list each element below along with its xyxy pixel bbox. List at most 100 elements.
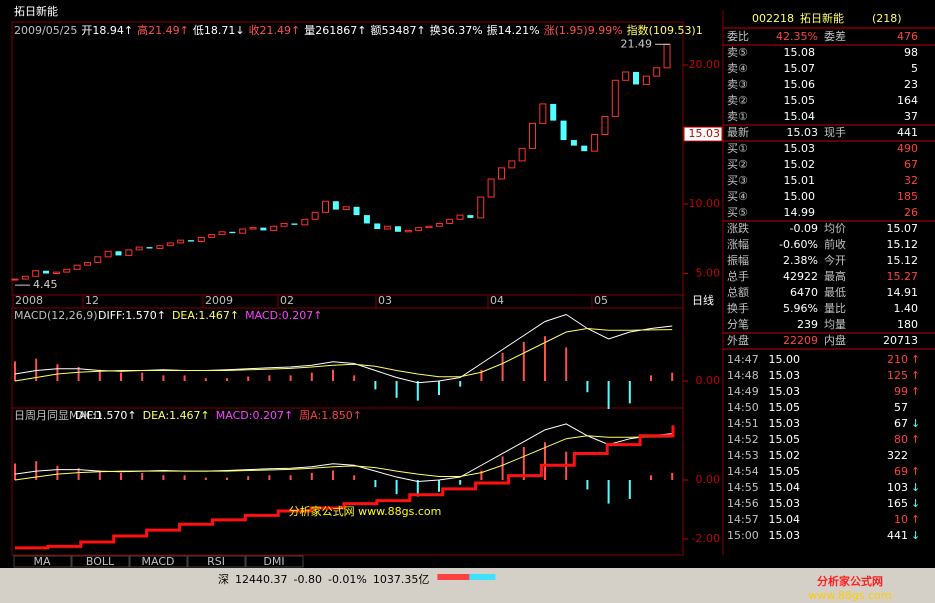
row-label: 委比 [727, 30, 749, 43]
row-value: 15.12 [887, 254, 919, 267]
tab[interactable] [71, 555, 130, 568]
panel-tick-label: 0.00 [696, 374, 721, 387]
candle [477, 196, 485, 219]
trade-arrow: ↑ [911, 353, 920, 366]
bid-price: 15.00 [784, 190, 816, 203]
candle [467, 215, 474, 218]
status-meter [469, 574, 496, 580]
candle [487, 178, 495, 198]
status-bar [0, 568, 935, 603]
macd-diff-line [14, 313, 673, 384]
bid-label: 买⑤ [727, 206, 748, 219]
ask-label: 卖⑤ [727, 46, 748, 59]
candle [43, 270, 50, 274]
trade-time: 14:52 [727, 433, 759, 446]
trade-price: 15.03 [769, 417, 801, 430]
candle [653, 67, 661, 77]
ask-label: 卖③ [727, 78, 748, 91]
info-item: 2009/05/25 [14, 24, 77, 37]
trade-time: 14:51 [727, 417, 759, 430]
candle [32, 270, 40, 277]
tab[interactable] [187, 555, 246, 568]
trade-time: 14:54 [727, 465, 759, 478]
tab[interactable] [129, 555, 188, 568]
candle [611, 79, 619, 117]
ask-label: 卖④ [727, 62, 748, 75]
candle [311, 211, 319, 220]
ask-volume: 23 [904, 78, 918, 91]
bid-price: 15.02 [784, 158, 816, 171]
candle [52, 271, 60, 274]
candle [570, 140, 577, 146]
info-item: 低18.71↓ [193, 24, 245, 37]
tab[interactable] [245, 555, 304, 568]
trade-price: 15.05 [769, 433, 801, 446]
row-label: 涨幅 [727, 238, 749, 251]
candle [197, 236, 205, 243]
tab-label: DMI [263, 555, 284, 568]
candle [508, 160, 516, 169]
trade-arrow: ↓ [911, 481, 920, 494]
info-item: 量261867↑ [304, 24, 366, 37]
row-label: 涨跌 [727, 221, 749, 235]
trade-arrow: ↑ [911, 433, 920, 446]
row-value: 42922 [783, 270, 818, 283]
date-label: 12 [85, 294, 99, 307]
ask-volume: 98 [904, 46, 918, 59]
candle [94, 256, 102, 263]
trade-volume: 99 [894, 385, 908, 398]
low-label: 4.45 [33, 278, 58, 291]
ask-volume: 5 [911, 62, 918, 75]
candle [384, 225, 392, 230]
row-label: 现手 [824, 125, 846, 139]
tab[interactable] [13, 555, 72, 568]
info-item: 收21.49↑ [249, 23, 301, 37]
trade-time: 15:00 [727, 529, 759, 542]
ask-price: 15.08 [784, 46, 816, 59]
bid-volume: 185 [897, 190, 918, 203]
trade-price: 15.04 [769, 513, 801, 526]
info-item: 高21.49↑ [137, 23, 189, 37]
candle [260, 227, 267, 231]
bid-label: 买③ [727, 174, 748, 187]
panel-header: 日周月同显MACD [14, 409, 102, 422]
row-label: 均价 [824, 222, 846, 235]
status-meter [437, 574, 470, 580]
trade-price: 15.03 [769, 385, 801, 398]
info-item: 换36.37% [430, 23, 483, 37]
ask-label: 卖① [727, 110, 748, 123]
ask-price: 15.06 [784, 78, 816, 91]
row-label: 最高 [824, 269, 846, 283]
bid-volume: 490 [897, 142, 918, 155]
indicator-label: MACD:0.207↑ [216, 409, 293, 422]
bid-volume: 26 [904, 206, 918, 219]
info-item: 涨(1.95)9.99% [544, 24, 623, 37]
candle [11, 278, 19, 281]
trade-price: 15.02 [769, 449, 801, 462]
trade-time: 14:47 [727, 353, 759, 366]
tab-label: RSI [207, 555, 225, 568]
period-label: 日线 [692, 293, 714, 307]
trade-volume: 69 [894, 465, 908, 478]
row-value: -0.60% [779, 238, 818, 251]
trade-arrow: ↑ [911, 385, 920, 398]
date-label: 05 [594, 294, 608, 307]
candle [166, 242, 174, 247]
trade-time: 14:48 [727, 369, 759, 382]
candle [425, 225, 433, 229]
candle [435, 222, 443, 227]
bid-price: 14.99 [784, 206, 816, 219]
trade-time: 14:56 [727, 497, 759, 510]
trade-price: 15.00 [769, 353, 801, 366]
candle [550, 103, 557, 121]
row-label: 总手 [727, 269, 749, 283]
row-value: -0.09 [790, 222, 818, 235]
candle [415, 227, 423, 231]
info-item: 振14.21% [487, 23, 540, 37]
trade-price: 15.05 [769, 401, 801, 414]
info-item: 开18.94↑ [81, 24, 133, 37]
candle [374, 223, 381, 230]
candle [518, 147, 526, 162]
ask-label: 卖② [727, 94, 748, 107]
